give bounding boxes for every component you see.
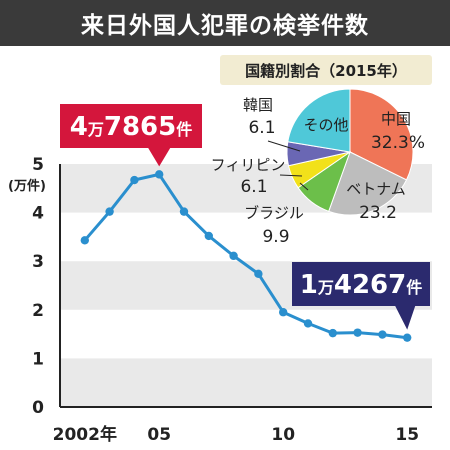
data-point [155, 170, 164, 179]
callout-label-part: 4 [70, 112, 88, 142]
y-axis-unit: (万件) [8, 178, 46, 194]
callout-pointer [395, 306, 416, 330]
data-point [229, 251, 238, 261]
callout-2015: 1万4267件 [292, 262, 430, 330]
callout-2005: 4万7865件 [60, 104, 202, 167]
callout-pointer [148, 148, 171, 167]
pie-slice-value: 6.1 [240, 177, 267, 197]
pie-slice-value: 32.3% [371, 133, 425, 153]
pie-slice-label: ブラジル [244, 204, 304, 222]
callout-label-part: 件 [176, 120, 192, 139]
pie-slice-label: ベトナム [346, 180, 406, 198]
callout-label-part: 7865 [104, 112, 176, 142]
callout-label-part: 万 [87, 120, 104, 139]
data-point [130, 175, 139, 185]
y-tick-label: 2 [32, 301, 44, 321]
callout-label: 4万7865件 [70, 112, 193, 142]
x-tick-label: 2002年 [53, 424, 117, 445]
y-tick-label: 5 [32, 155, 44, 175]
callout-label-part: 件 [406, 278, 422, 297]
y-tick-label: 1 [32, 349, 44, 369]
x-tick-label: 15 [395, 425, 419, 445]
data-point [279, 308, 288, 317]
y-tick-label: 4 [32, 204, 44, 224]
pie-slice-label: 中国 [381, 110, 411, 128]
grid-band [60, 358, 432, 407]
callout-label-part: 1 [300, 270, 318, 300]
pie-slice-value: 9.9 [262, 227, 289, 247]
data-point [403, 333, 412, 342]
data-point [378, 330, 387, 339]
callout-label-part: 4267 [334, 270, 406, 300]
callout-box [60, 104, 202, 148]
pie-slice-value: 6.1 [248, 118, 275, 138]
data-point [80, 236, 90, 245]
pie-slice-label: その他 [303, 116, 348, 134]
leader-line [267, 140, 301, 152]
callout-label: 1万4267件 [300, 270, 423, 300]
callout-label-part: 万 [317, 278, 334, 297]
pie-slice [328, 151, 408, 216]
data-point [328, 328, 337, 338]
x-tick-label: 10 [271, 425, 295, 445]
leader-line [279, 174, 303, 177]
x-tick-label: 05 [147, 425, 171, 445]
pie-title: 国籍別割合（2015年） [245, 62, 407, 80]
pie-title-box [220, 55, 432, 85]
pie-slice-label: 韓国 [243, 96, 273, 114]
data-point [303, 319, 313, 328]
pie-slice [287, 88, 351, 153]
page-title: 来日外国人犯罪の検挙件数 [0, 0, 450, 46]
data-point [353, 328, 362, 337]
data-point [254, 269, 263, 279]
pie-slice-label: フィリピン [211, 156, 286, 174]
data-point [105, 207, 114, 216]
data-point [179, 207, 189, 216]
pie-slice-value: 23.2 [359, 203, 397, 223]
y-tick-label: 0 [32, 398, 44, 418]
pie-slice [349, 88, 414, 181]
leader-line [299, 182, 309, 191]
y-tick-label: 3 [32, 252, 44, 272]
data-point [204, 231, 213, 241]
callout-box [292, 262, 430, 306]
